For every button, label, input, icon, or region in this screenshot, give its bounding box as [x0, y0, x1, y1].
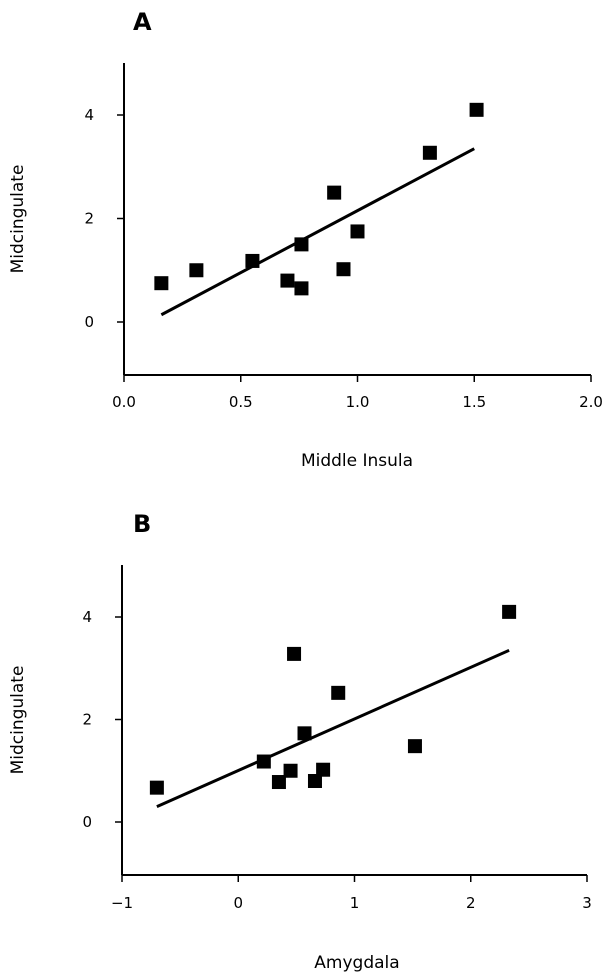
- panel-a-data-point: [336, 262, 351, 277]
- panel-b-y-ticks: 0 2 4: [82, 608, 122, 831]
- panel-a-data-point: [350, 224, 365, 239]
- panel-b-x-axis-title: Amygdala: [314, 953, 399, 973]
- panel-a-y-axis-title: Midcingulate: [8, 165, 28, 274]
- panel-a-data-point: [154, 276, 169, 291]
- panel-a-x-tick-label: 2.0: [579, 393, 603, 411]
- panel-b-data-point: [283, 763, 298, 778]
- panel-a-x-tick-label: 0.0: [112, 393, 136, 411]
- panel-b-data-point: [407, 739, 422, 754]
- panel-b-data-point: [316, 762, 331, 777]
- panel-a-data-point: [294, 281, 309, 296]
- panel-b-y-axis-title: Midcingulate: [8, 666, 28, 775]
- panel-b-data-point: [307, 774, 322, 788]
- panel-a-y-ticks: 0 2 4: [84, 106, 124, 331]
- panel-a-data-point: [327, 185, 342, 200]
- panel-b-data-point: [287, 646, 302, 661]
- panel-b-x-tick-label: −1: [111, 894, 133, 912]
- panel-a-x-axis-title: Middle Insula: [301, 451, 413, 471]
- panel-a-data-point: [189, 263, 204, 278]
- panel-b-y-tick-label: 4: [82, 608, 92, 626]
- panel-b-points: [149, 604, 517, 795]
- panel-a-data-point: [294, 237, 309, 252]
- panel-b-data-point: [297, 726, 312, 741]
- panel-a-y-tick-label: 2: [84, 210, 94, 228]
- panel-b-regression-line: [156, 648, 510, 808]
- panel-b-x-tick-label: 1: [350, 894, 360, 912]
- panel-b-data-point: [149, 780, 164, 795]
- panel-b-data-point: [271, 775, 286, 790]
- panel-b-y-tick-label: 2: [82, 711, 92, 729]
- panel-a-y-tick-label: 4: [84, 106, 94, 124]
- panel-a-regression-line: [160, 147, 475, 317]
- panel-b-label: B: [133, 510, 151, 538]
- panel-b-x-tick-label: 2: [466, 894, 476, 912]
- panel-b-data-point: [256, 754, 271, 769]
- panel-b-x-tick-label: 3: [582, 894, 592, 912]
- panel-b-x-ticks: −1 0 1 2 3: [111, 875, 592, 912]
- panel-a: A 0 2 4 0.0 0.5 1.0 1.5 2.0 Midcingulate Middl…: [8, 8, 603, 471]
- panel-a-x-tick-label: 1.5: [462, 393, 486, 411]
- panel-a-data-point: [422, 145, 437, 160]
- panel-a-x-tick-label: 0.5: [229, 393, 253, 411]
- panel-b-data-point: [502, 604, 517, 619]
- panel-a-data-point: [245, 253, 260, 268]
- panel-a-data-point: [469, 102, 484, 117]
- panel-b-x-tick-label: 0: [233, 894, 243, 912]
- panel-a-x-tick-label: 1.0: [346, 393, 370, 411]
- panel-b-y-tick-label: 0: [82, 813, 92, 831]
- panel-a-points: [154, 102, 484, 296]
- panel-a-data-point: [280, 273, 295, 288]
- panel-a-x-ticks: 0.0 0.5 1.0 1.5 2.0: [112, 375, 603, 411]
- panel-a-y-tick-label: 0: [84, 313, 94, 331]
- panel-b-data-point: [331, 685, 346, 700]
- panel-b: B 0 2 4 −1 0 1 2 3 Midcingulate Amygdala: [8, 510, 592, 973]
- panel-a-label: A: [133, 8, 152, 36]
